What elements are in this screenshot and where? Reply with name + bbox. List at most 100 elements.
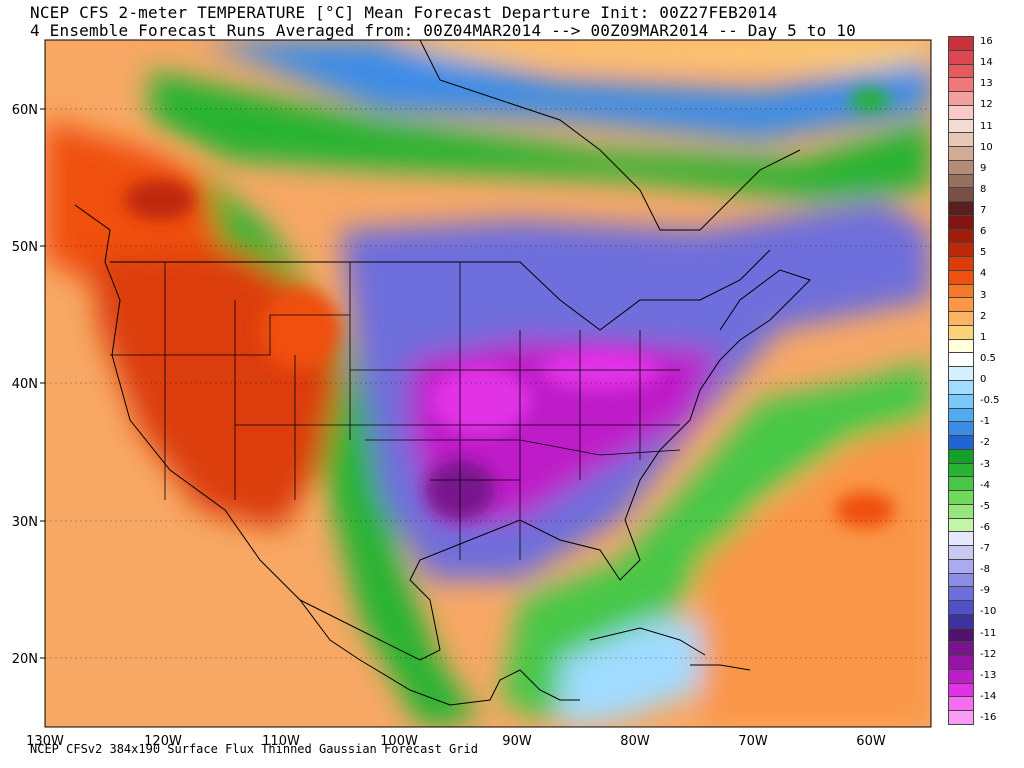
lat-label: 20N xyxy=(12,652,38,667)
colorbar-swatch xyxy=(948,586,974,602)
colorbar-label: -16 xyxy=(980,712,997,723)
colorbar-swatch xyxy=(948,490,974,505)
colorbar-label: 0.5 xyxy=(980,352,996,364)
colorbar-swatch xyxy=(948,63,974,79)
colorbar-label: -3 xyxy=(980,458,990,470)
lon-label: 110W xyxy=(262,734,300,749)
map-title-line-1: NCEP CFS 2-meter TEMPERATURE [°C] Mean F… xyxy=(30,3,778,22)
colorbar-swatch xyxy=(948,476,974,492)
longitude-axis: 130W 120W 110W 100W 90W 80W 70W 60W xyxy=(26,734,886,749)
colorbar-label: 7 xyxy=(980,205,987,216)
colorbar-label: 16 xyxy=(980,36,993,47)
lat-label: 50N xyxy=(12,240,38,255)
colorbar-swatch xyxy=(948,132,974,148)
state-borders xyxy=(110,262,681,560)
footer-grid-note: NCEP CFSv2 384x190 Surface Flux Thinned … xyxy=(30,742,478,756)
map-title-line-2: 4 Ensemble Forecast Runs Averaged from: … xyxy=(30,21,856,40)
colorbar-label: -8 xyxy=(980,564,990,576)
colorbar-swatch xyxy=(948,448,974,464)
colorbar-swatch xyxy=(948,393,974,409)
colorbar-swatch xyxy=(948,269,974,285)
lon-label: 100W xyxy=(380,734,418,749)
colorbar-swatch xyxy=(948,228,974,244)
colorbar-swatch xyxy=(948,407,974,423)
colorbar-swatch xyxy=(948,517,974,533)
colorbar-label: 12 xyxy=(980,99,993,111)
colorbar-label: 11 xyxy=(980,120,993,132)
colorbar-label: 2 xyxy=(980,310,987,322)
colorbar-label: -9 xyxy=(980,585,990,597)
colorbar-swatch xyxy=(948,338,974,354)
lat-label: 40N xyxy=(12,377,38,392)
lon-label: 90W xyxy=(502,734,532,749)
colorbar-label: -1 xyxy=(980,416,990,428)
colorbar-swatch xyxy=(948,159,974,175)
colorbar-swatch xyxy=(948,297,974,313)
colorbar-swatch xyxy=(948,545,974,560)
colorbar-swatch xyxy=(948,118,974,134)
colorbar-swatch xyxy=(948,435,974,450)
colorbar-label: -10 xyxy=(980,606,997,618)
lon-label: 120W xyxy=(144,734,182,749)
colorbar-swatch xyxy=(948,77,974,93)
colorbar-swatch xyxy=(948,256,974,271)
colorbar-swatch xyxy=(948,668,974,684)
colorbar-swatch xyxy=(948,324,974,340)
lon-label: 80W xyxy=(620,734,650,749)
colorbar-swatch xyxy=(948,641,974,657)
colorbar-label: -11 xyxy=(980,627,997,639)
colorbar-swatch xyxy=(948,600,974,615)
colorbar-label: -14 xyxy=(980,690,997,702)
colorbar-legend: 16 14 13 12 11 10 9 8 7 6 5 4 3 2 1 0.5 0 -0.5 -1 -2 -3 -4 -5 -… xyxy=(948,36,1024,726)
colorbar-label: -4 xyxy=(980,479,990,491)
colorbar-swatch xyxy=(948,311,974,326)
colorbar-swatch xyxy=(948,613,974,629)
colorbar-swatch xyxy=(948,366,974,381)
colorbar-label: 5 xyxy=(980,247,987,259)
colorbar-swatch xyxy=(948,173,974,189)
colorbar-swatch xyxy=(948,36,974,51)
lat-label: 60N xyxy=(12,103,38,118)
colorbar-label: 6 xyxy=(980,226,987,238)
colorbar-label: -13 xyxy=(980,669,997,681)
colorbar-label: -12 xyxy=(980,648,997,660)
lon-label: 130W xyxy=(26,734,64,749)
colorbar-swatch xyxy=(948,352,974,368)
colorbar-label: 10 xyxy=(980,141,993,153)
colorbar-label: -5 xyxy=(980,500,990,512)
colorbar-label: 1 xyxy=(980,331,987,343)
colorbar-label: 3 xyxy=(980,289,987,301)
colorbar-swatch xyxy=(948,572,974,588)
latitude-axis: 60N 50N 40N 30N 20N xyxy=(12,103,45,667)
colorbar-swatch xyxy=(948,558,974,574)
colorbar-swatch xyxy=(948,283,974,299)
colorbar-swatch xyxy=(948,380,974,395)
colorbar-label: -7 xyxy=(980,543,990,554)
colorbar-swatch xyxy=(948,201,974,216)
colorbar-label: 4 xyxy=(980,268,987,280)
colorbar-label: -6 xyxy=(980,521,990,533)
colorbar-swatch xyxy=(948,655,974,670)
colorbar-label: 0 xyxy=(980,374,987,385)
colorbar-swatch xyxy=(948,696,974,712)
colorbar-swatch xyxy=(948,421,974,437)
colorbar-swatch xyxy=(948,49,974,65)
colorbar-swatch xyxy=(948,91,974,106)
colorbar-label: 13 xyxy=(980,78,993,90)
lat-label: 30N xyxy=(12,515,38,530)
colorbar-label: -2 xyxy=(980,437,990,449)
colorbar-swatch xyxy=(948,710,974,725)
colorbar-swatch xyxy=(948,187,974,203)
colorbar-swatch xyxy=(948,104,974,120)
colorbar-swatch xyxy=(948,214,974,230)
lon-label: 70W xyxy=(738,734,768,749)
colorbar-label: 9 xyxy=(980,162,987,174)
colorbar-label: 14 xyxy=(980,57,993,69)
colorbar-label: -0.5 xyxy=(980,395,1000,407)
colorbar-swatch xyxy=(948,531,974,547)
colorbar-swatch xyxy=(948,682,974,698)
colorbar-swatch xyxy=(948,146,974,161)
lon-label: 60W xyxy=(856,734,886,749)
colorbar-swatch xyxy=(948,462,974,478)
